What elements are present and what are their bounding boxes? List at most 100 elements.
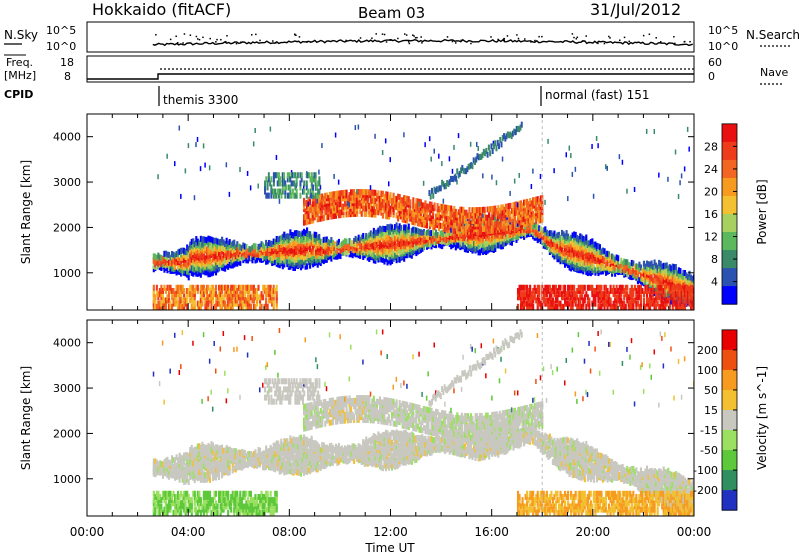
echo-cell [298, 258, 301, 265]
echo-cell [219, 246, 222, 253]
echo-cell [427, 239, 430, 246]
echo-cell [407, 239, 410, 246]
echo-cell [553, 291, 556, 298]
echo-cell [340, 190, 344, 197]
echo-cell [309, 256, 312, 263]
echo-cell [554, 233, 558, 240]
echo-cell [618, 300, 621, 307]
echo-cell [252, 287, 256, 294]
echo-cell [518, 291, 521, 298]
echo-cell [196, 284, 199, 291]
echo-cell [588, 246, 591, 253]
echo-cell [292, 265, 295, 272]
echo-cell [475, 237, 479, 244]
echo-cell [529, 291, 532, 298]
echo-cell [523, 297, 526, 304]
echo-cell [676, 294, 679, 301]
echo-cell [433, 218, 436, 225]
echo-cell [346, 194, 350, 201]
echo-cell [192, 291, 195, 298]
nsearch-dot [408, 42, 411, 45]
echo-cell [594, 287, 597, 294]
echo-cell [307, 230, 310, 237]
echo-cell [252, 294, 256, 301]
echo-cell [673, 300, 676, 307]
echo-cell [526, 220, 529, 227]
echo-cell [606, 260, 609, 267]
nsearch-dot [389, 39, 391, 41]
echo-cell [516, 211, 520, 218]
echo-cell [360, 210, 363, 217]
echo-cell [527, 291, 530, 298]
echo-cell [202, 260, 205, 267]
echo-cell [383, 258, 386, 265]
echo-cell [343, 238, 347, 245]
echo-cell [592, 241, 595, 248]
echo-cell [480, 232, 483, 239]
echo-cell [302, 253, 306, 260]
echo-cell [425, 233, 429, 240]
echo-cell [501, 209, 504, 216]
echo-cell [266, 242, 269, 249]
echo-cell [647, 261, 650, 268]
echo-cell [671, 294, 674, 301]
echo-cell [384, 256, 388, 263]
echo-cell [671, 291, 674, 298]
echo-cell [283, 261, 286, 268]
echo-cell [611, 303, 614, 310]
echo-cell [246, 303, 249, 310]
echo-cell [589, 239, 592, 246]
echo-cell [570, 243, 573, 250]
echo-speckle [442, 198, 445, 204]
echo-cell [410, 252, 413, 259]
echo-cell [554, 253, 558, 260]
echo-cell [623, 294, 626, 301]
echo-cell [262, 246, 265, 253]
echo-cell [362, 236, 365, 243]
echo-cell [650, 294, 653, 301]
echo-cell [230, 297, 233, 304]
echo-cell [541, 284, 544, 291]
echo-cell [645, 287, 649, 294]
echo-speckle [475, 141, 478, 147]
echo-cell [257, 251, 260, 258]
echo-cell [547, 303, 550, 310]
echo-cell [652, 277, 655, 284]
echo-cell [180, 303, 183, 310]
nsearch-dot [490, 36, 492, 38]
echo-cell [258, 243, 262, 250]
nsearch-dot [673, 36, 675, 38]
echo-cell [504, 228, 507, 235]
echo-cell [427, 214, 430, 221]
echo-cell [202, 284, 205, 291]
echo-cell [218, 265, 221, 272]
echo-cell [186, 249, 189, 256]
echo-cell [562, 253, 565, 260]
echo-cell [249, 294, 252, 301]
echo-cell [211, 250, 215, 257]
echo-cell [533, 213, 536, 220]
echo-cell [668, 287, 671, 294]
echo-cell [468, 212, 471, 219]
echo-cell [553, 236, 556, 243]
echo-cell [515, 233, 518, 240]
echo-cell [665, 266, 668, 273]
echo-cell [674, 291, 677, 298]
echo-cell [427, 203, 430, 210]
echo-cell [519, 300, 523, 307]
echo-cell [674, 284, 677, 291]
echo-cell [224, 291, 227, 298]
echo-cell [620, 284, 623, 291]
echo-cell [677, 300, 680, 307]
echo-speckle [530, 184, 533, 190]
echo-cell [680, 273, 683, 280]
echo-cell [559, 300, 562, 307]
echo-cell [249, 246, 252, 253]
echo-cell [629, 273, 632, 280]
echo-cell [527, 224, 530, 231]
echo-speckle [389, 157, 391, 163]
nave-label: Nave [760, 66, 788, 79]
echo-cell [394, 195, 397, 202]
echo-cell [155, 284, 158, 291]
echo-cell [486, 222, 489, 229]
